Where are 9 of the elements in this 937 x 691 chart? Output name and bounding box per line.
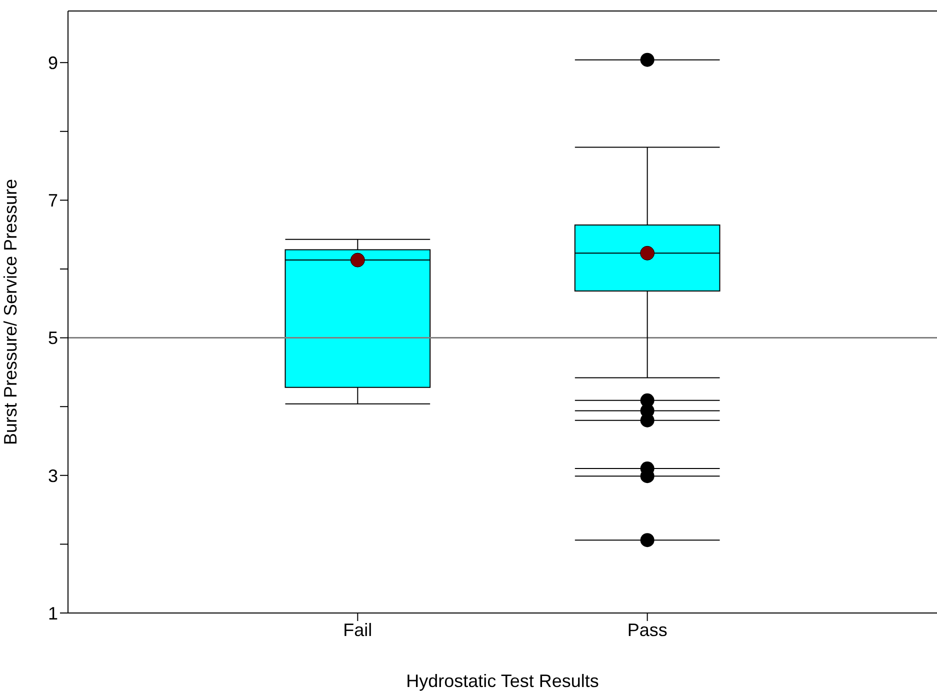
x-tick-label: Pass [627,620,668,640]
y-axis-title: Burst Pressure/ Service Pressure [0,178,20,446]
y-tick-label: 9 [48,52,58,73]
y-tick-label: 3 [48,466,58,486]
y-tick-label: 7 [48,190,58,211]
y-tick-label: 5 [48,328,58,348]
x-tick-label: Fail [343,620,372,640]
x-axis-title: Hydrostatic Test Results [406,671,599,691]
y-tick-label: 1 [48,603,58,624]
